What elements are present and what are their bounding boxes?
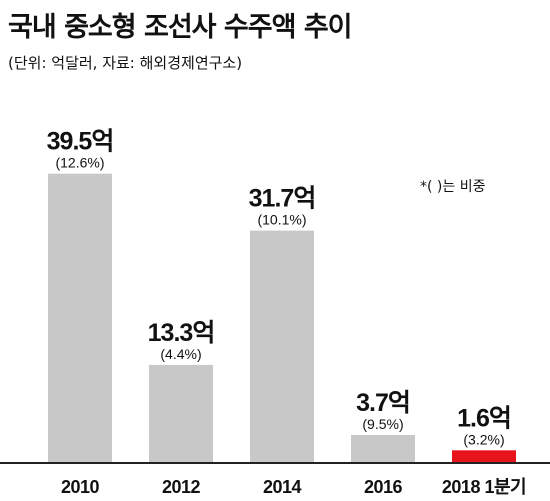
x-tick-label-4: 2018 1분기 xyxy=(442,477,526,497)
value-label-0: 39.5억 xyxy=(47,128,114,156)
chart-title: 국내 중소형 조선사 수주액 추이 xyxy=(8,12,353,43)
value-label-3: 3.7억 xyxy=(356,389,410,417)
share-label-0: (12.6%) xyxy=(55,155,104,171)
x-tick-label-1: 2012 xyxy=(162,477,201,497)
value-label-4: 1.6억 xyxy=(457,404,511,432)
share-label-3: (9.5%) xyxy=(362,416,403,432)
x-tick-label-0: 2010 xyxy=(61,477,100,497)
bar-2 xyxy=(250,230,314,462)
bar-0 xyxy=(48,173,112,462)
chart-subtitle: (단위: 억달러, 자료: 해외경제연구소) xyxy=(8,54,243,72)
value-label-2: 31.7억 xyxy=(249,185,316,213)
value-label-1: 13.3억 xyxy=(148,319,215,347)
bars-group xyxy=(48,173,516,462)
bar-1 xyxy=(149,364,213,462)
bar-4 xyxy=(452,450,516,462)
labels-group: 39.5억(12.6%) 2010 13.3억(4.4%) 2012 31.7억(10.… xyxy=(47,128,527,497)
x-tick-label-3: 2016 xyxy=(364,477,403,497)
bar-3 xyxy=(351,434,415,462)
share-label-2: (10.1%) xyxy=(257,212,306,228)
x-tick-label-2: 2014 xyxy=(263,477,302,497)
share-note: *( )는 비중 xyxy=(420,179,486,195)
share-label-4: (3.2%) xyxy=(463,431,504,447)
share-label-1: (4.4%) xyxy=(160,346,201,362)
